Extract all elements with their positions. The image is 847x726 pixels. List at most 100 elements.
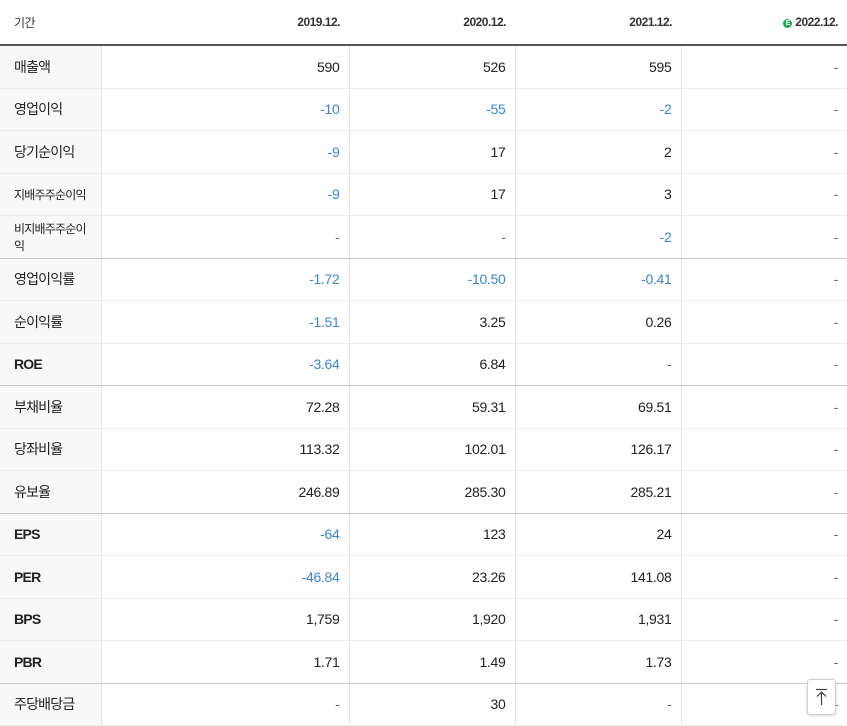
table-row: 지배주주순이익 -9 17 3- — [0, 173, 847, 216]
row-label: PBR — [0, 640, 101, 684]
table-cell: 126.17 — [514, 428, 681, 471]
table-cell: 69.51 — [514, 385, 681, 429]
table-row: 주당배당금-30-- — [0, 683, 847, 726]
table-cell: 123 — [348, 513, 515, 556]
table-cell: 285.30 — [348, 470, 515, 514]
table-cell: -2 — [514, 215, 681, 259]
table-cell: - — [680, 45, 847, 89]
row-label: 매출액 — [0, 45, 101, 89]
table-cell: 24 — [514, 513, 681, 556]
table-cell: 17 — [348, 173, 515, 216]
row-label: 주당배당금 — [0, 683, 101, 726]
table-cell: - — [680, 215, 847, 259]
column-header: 2021.12. — [515, 0, 681, 46]
table-row: 매출액 590 526 595- — [0, 45, 847, 89]
table-cell: -1.72 — [100, 258, 349, 301]
table-cell: -2 — [514, 88, 681, 131]
table-cell: 30 — [348, 683, 515, 726]
table-cell: - — [680, 130, 847, 174]
arrow-to-top-icon — [816, 688, 827, 705]
table-row: BPS 1,759 1,920 1,931- — [0, 598, 847, 641]
table-cell: 1,759 — [100, 598, 349, 641]
table-cell: 1,920 — [348, 598, 515, 641]
table-row: 순이익률 -1.51 3.25 0.26- — [0, 300, 847, 344]
table-cell: 17 — [348, 130, 515, 174]
row-label: 지배주주순이익 — [0, 173, 101, 216]
table-cell: 72.28 — [100, 385, 349, 429]
table-cell: 1.71 — [100, 640, 349, 684]
row-label: 순이익률 — [0, 300, 101, 344]
table-cell: -10 — [100, 88, 349, 131]
row-label: EPS — [0, 513, 101, 556]
table-cell: 285.21 — [514, 470, 681, 514]
table-cell: 23.26 — [348, 555, 515, 599]
table-cell: - — [514, 683, 681, 726]
table-cell: - — [680, 258, 847, 301]
table-cell: -9 — [100, 173, 349, 216]
table-row: EPS -64 123 24- — [0, 513, 847, 556]
row-label: 비지배주주순이익 — [0, 215, 101, 259]
row-label: 당좌비율 — [0, 428, 101, 471]
row-label: BPS — [0, 598, 101, 641]
table-cell: - — [680, 470, 847, 514]
table-cell: - — [680, 555, 847, 599]
table-row: PBR 1.71 1.49 1.73- — [0, 640, 847, 684]
table-cell: 1.49 — [348, 640, 515, 684]
table-cell: 1.73 — [514, 640, 681, 684]
table-cell: 1,931 — [514, 598, 681, 641]
table-cell: 3 — [514, 173, 681, 216]
table-cell: - — [680, 598, 847, 641]
table-row: 유보율 246.89 285.30 285.21- — [0, 470, 847, 514]
table-cell: 595 — [514, 45, 681, 89]
table-cell: - — [680, 640, 847, 684]
period-header: 기간 — [0, 0, 101, 46]
table-row: PER -46.84 23.26 141.08- — [0, 555, 847, 599]
table-cell: - — [680, 88, 847, 131]
table-row: 부채비율 72.28 59.31 69.51- — [0, 385, 847, 429]
table-cell: -46.84 — [100, 555, 349, 599]
row-label: 부채비율 — [0, 385, 101, 429]
table-cell: - — [348, 215, 515, 259]
table-cell: 590 — [100, 45, 349, 89]
table-cell: - — [680, 513, 847, 556]
table-cell: -3.64 — [100, 343, 349, 386]
estimate-icon: E — [783, 19, 793, 28]
header-row: 기간 2019.12. 2020.12. 2021.12. E 2022.12. — [0, 0, 847, 46]
scroll-to-top-button[interactable] — [807, 679, 836, 715]
table-cell: -55 — [348, 88, 515, 131]
table-cell: -1.51 — [100, 300, 349, 344]
table-cell: - — [100, 683, 349, 726]
table-cell: - — [680, 173, 847, 216]
table-cell: 141.08 — [514, 555, 681, 599]
table-cell: - — [680, 385, 847, 429]
table-cell: - — [680, 428, 847, 471]
column-header: E 2022.12. — [681, 0, 847, 46]
table-cell: - — [100, 215, 349, 259]
row-label: PER — [0, 555, 101, 599]
column-header: 2019.12. — [101, 0, 349, 46]
table-row: ROE -3.64 6.84- - — [0, 343, 847, 386]
row-label: 영업이익률 — [0, 258, 101, 301]
table-cell: -64 — [100, 513, 349, 556]
table-row: 비지배주주순이익 - - -2- — [0, 215, 847, 259]
row-label: 당기순이익 — [0, 130, 101, 174]
row-label: 영업이익 — [0, 88, 101, 131]
table-cell: 113.32 — [100, 428, 349, 471]
row-label: ROE — [0, 343, 101, 386]
table-cell: 3.25 — [348, 300, 515, 344]
table-cell: 2 — [514, 130, 681, 174]
table-row: 영업이익 -10 -55 -2- — [0, 88, 847, 131]
table-cell: - — [680, 343, 847, 386]
table-cell: 0.26 — [514, 300, 681, 344]
table-cell: 526 — [348, 45, 515, 89]
row-label: 유보율 — [0, 470, 101, 514]
table-cell: -9 — [100, 130, 349, 174]
table-cell: -0.41 — [514, 258, 681, 301]
table-cell: -10.50 — [348, 258, 515, 301]
table-cell: 59.31 — [348, 385, 515, 429]
table-row: 영업이익률 -1.72 -10.50 -0.41- — [0, 258, 847, 301]
table-cell: 6.84 — [348, 343, 515, 386]
table-row: 당좌비율 113.32 102.01 126.17- — [0, 428, 847, 471]
table-cell: - — [680, 300, 847, 344]
